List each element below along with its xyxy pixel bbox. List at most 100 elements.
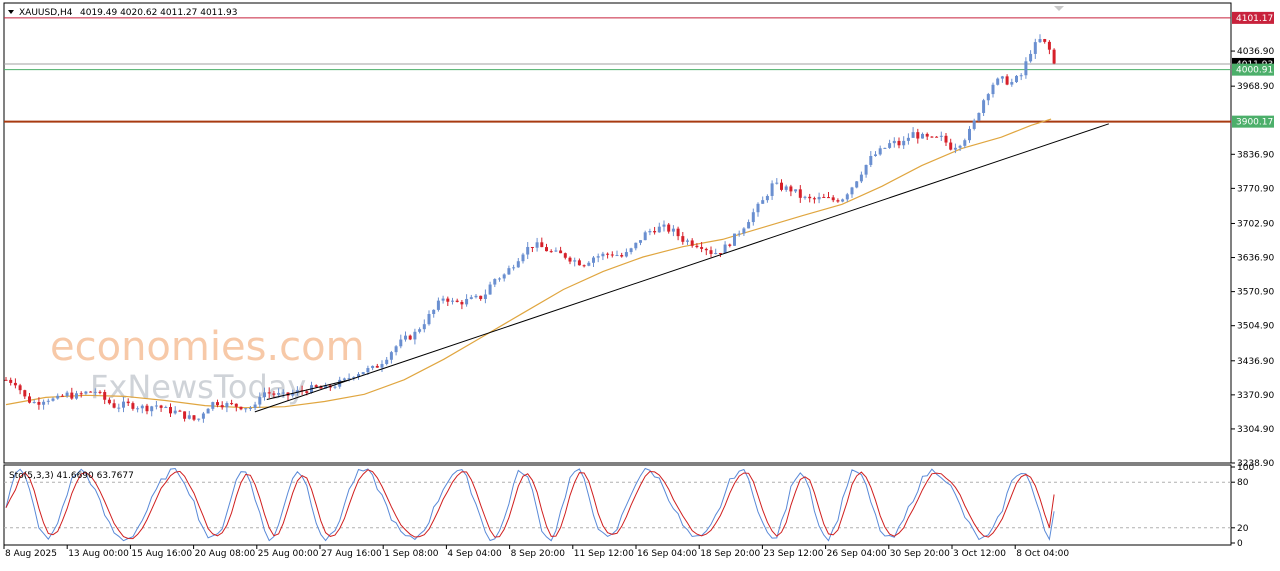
candle-body (253, 404, 257, 408)
candle-body (695, 245, 699, 248)
level-tag-label-support-green: 4000.91 (1236, 66, 1273, 76)
candle-body (963, 140, 967, 146)
candle-body (831, 197, 835, 201)
price-axis: 4036.90 3968.90 3836.90 3770.90 3702.90 3636.… (1231, 47, 1274, 469)
y-tick-label: 4036.90 (1237, 47, 1274, 57)
candle-body (13, 382, 17, 386)
candle-body (173, 410, 177, 414)
candle-body (197, 418, 201, 420)
y-tick-label: 3436.90 (1237, 357, 1274, 367)
moving-average (5, 118, 1052, 409)
candle-body (700, 247, 704, 249)
x-tick-label: 3 Oct 12:00 (953, 549, 1006, 559)
candle-body (906, 137, 910, 141)
candle-body (803, 196, 807, 198)
candle-body (347, 378, 351, 380)
candle-body (587, 262, 591, 266)
candle-body (549, 251, 553, 253)
candle-body (394, 346, 398, 353)
candle-body (615, 255, 619, 257)
candle-body (949, 142, 953, 150)
candle-body (643, 232, 647, 241)
candle-body (690, 240, 694, 246)
candle-body (220, 405, 224, 408)
candle-body (798, 189, 802, 198)
y-tick-label: 3238.90 (1237, 459, 1274, 469)
candles (4, 34, 1056, 423)
candle-body (502, 274, 506, 279)
level-tag-resistance (1232, 11, 1274, 24)
candle-body (389, 352, 393, 360)
candle-body (441, 298, 445, 301)
level-lines (4, 17, 1231, 123)
candle-body (225, 403, 229, 408)
candle-body (841, 199, 845, 202)
candle-body (361, 372, 365, 375)
stoch-signal-line (5, 469, 1055, 540)
candle-body (234, 403, 238, 407)
candle-body (70, 392, 74, 399)
candle-body (653, 231, 657, 233)
candle-body (1019, 75, 1023, 77)
candle-body (606, 253, 610, 255)
candle-body (324, 385, 328, 389)
candle-body (295, 390, 299, 394)
candle-body (413, 331, 417, 340)
stoch-tick-label: 100 (1237, 463, 1254, 473)
candle-body (869, 155, 873, 165)
candle-body (28, 396, 31, 403)
watermark-brand: economies.com (50, 324, 365, 370)
candle-body (972, 120, 976, 129)
candle-body (596, 256, 600, 258)
stoch-tick-label: 20 (1237, 524, 1249, 534)
candle-body (563, 253, 567, 258)
candle-body (178, 410, 182, 412)
level-tag-support (1232, 115, 1274, 128)
candle-body (183, 411, 187, 419)
candle-body (986, 94, 990, 101)
candle-body (554, 250, 558, 252)
y-tick-label: 3504.90 (1237, 322, 1274, 332)
x-tick-label: 1 Sep 08:00 (384, 549, 439, 559)
candle-body (267, 392, 271, 394)
candle-body (888, 143, 892, 148)
candle-body (460, 301, 464, 305)
x-tick-label: 11 Sep 12:00 (574, 549, 634, 559)
level-tag-label-resistance: 4101.17 (1236, 14, 1273, 24)
candle-body (723, 244, 727, 254)
candle-body (559, 250, 563, 254)
candle-body (366, 368, 370, 373)
candle-body (422, 324, 426, 330)
candle-body (483, 294, 487, 300)
candle-body (352, 377, 356, 379)
shift-marker-icon[interactable] (1054, 6, 1064, 11)
x-tick-label: 26 Sep 04:00 (827, 549, 887, 559)
candle-body (122, 401, 125, 408)
candle-body (714, 253, 718, 255)
candle-body (747, 222, 751, 229)
candle-body (112, 403, 116, 408)
stoch-tick-label: 80 (1237, 478, 1249, 488)
ohlc-readout: 4019.49 4020.62 4011.27 4011.93 (80, 8, 237, 18)
candle-body (1043, 39, 1047, 42)
candle-body (657, 226, 661, 233)
candle-body (140, 405, 144, 409)
candle-body (192, 415, 196, 420)
candle-body (624, 252, 628, 257)
candle-body (263, 392, 266, 398)
candle-body (56, 395, 60, 399)
candle-body (145, 405, 149, 412)
candle-body (51, 398, 55, 401)
candle-body (319, 386, 323, 389)
candle-body (634, 242, 638, 249)
candle-body (1000, 76, 1004, 79)
y-tick-label: 3702.90 (1237, 219, 1274, 229)
candle-body (75, 393, 78, 399)
candle-body (239, 406, 243, 410)
trendline (254, 123, 1110, 413)
candle-body (9, 379, 13, 383)
dropdown-triangle-icon[interactable] (8, 10, 14, 14)
candle-body (98, 391, 102, 393)
